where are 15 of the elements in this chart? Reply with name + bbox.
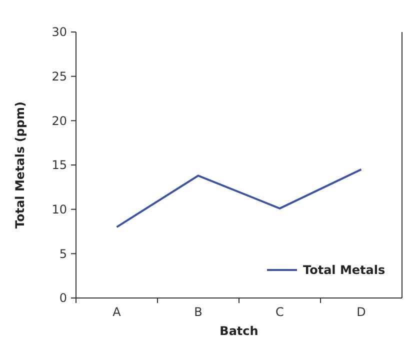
x-tick-label: B [194, 305, 202, 319]
x-tick-label: C [276, 305, 284, 319]
y-tick-label: 15 [52, 158, 67, 172]
y-tick-label: 0 [59, 291, 67, 306]
x-tick-label: A [112, 305, 122, 319]
y-tick-label: 5 [59, 246, 67, 261]
legend-label: Total Metals [303, 263, 386, 278]
x-axis-title: Batch [220, 324, 258, 338]
y-tick-label: 20 [52, 114, 67, 128]
y-tick-label: 10 [52, 202, 67, 217]
x-tick-label: D [356, 305, 366, 319]
line-series [116, 168, 362, 228]
y-axis-title: Total Metals (ppm) [13, 102, 27, 228]
y-tick-label: 25 [52, 70, 67, 84]
y-tick-label: 30 [52, 25, 67, 40]
